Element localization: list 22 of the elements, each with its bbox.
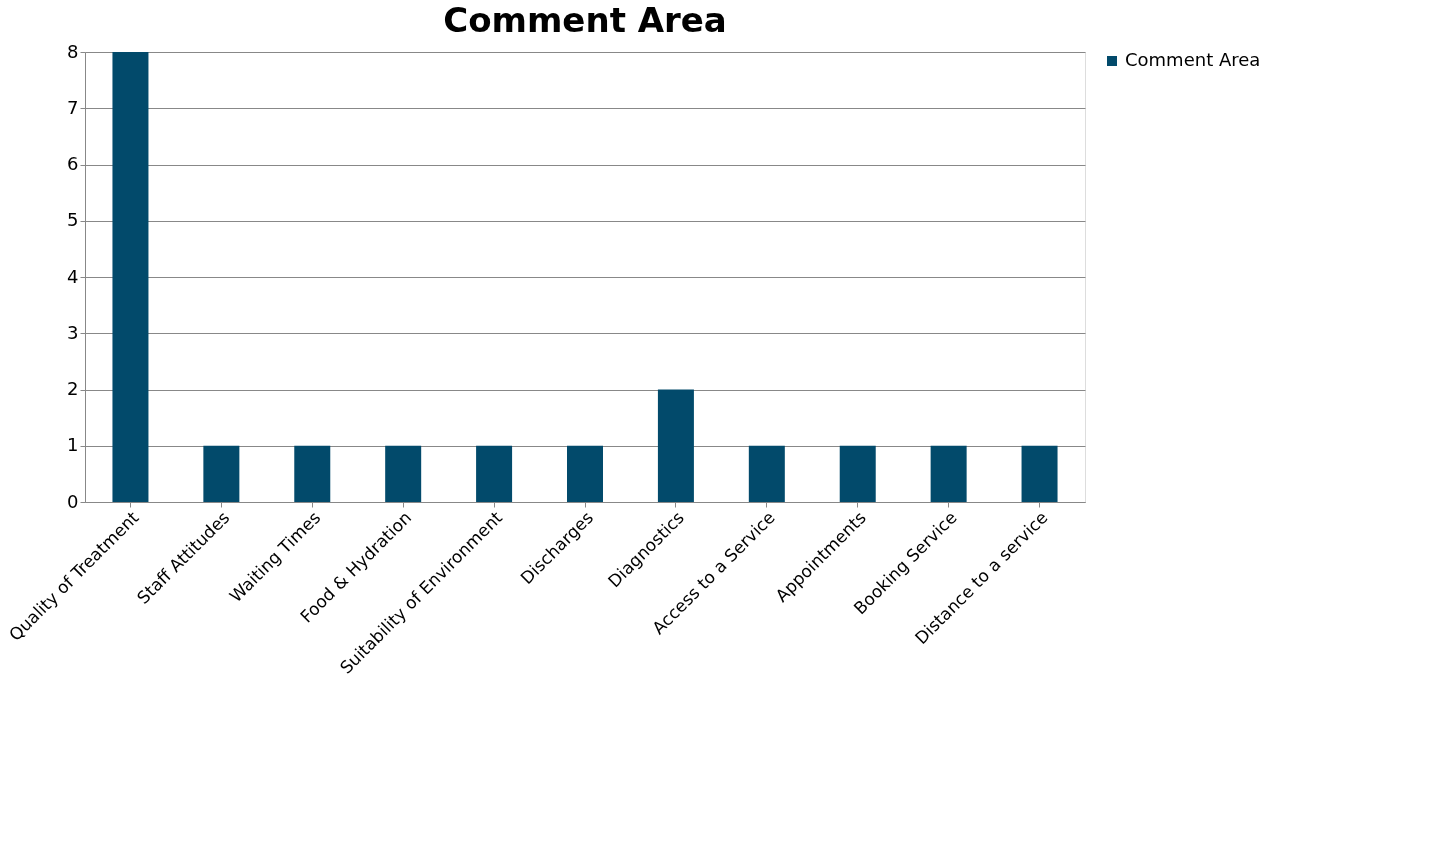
bar: [203, 445, 240, 502]
bar: [1021, 445, 1058, 502]
bar: [385, 445, 422, 502]
y-tick-label: 6: [67, 153, 79, 174]
bar: [476, 445, 513, 502]
bar: [112, 52, 149, 502]
y-tick-label: 3: [67, 321, 79, 343]
y-tick-label: 5: [67, 209, 79, 231]
bar: [294, 445, 331, 502]
y-tick-label: 1: [67, 434, 79, 456]
bar: [930, 445, 967, 502]
bar: [748, 445, 785, 502]
y-tick-label: 8: [67, 40, 79, 62]
legend-label: Comment Area: [1125, 49, 1261, 70]
bar: [567, 445, 603, 502]
chart-title: Comment Area: [443, 0, 727, 40]
bar: [839, 445, 876, 502]
y-tick-label: 4: [67, 265, 79, 287]
y-tick-label: 2: [67, 378, 79, 399]
bar: [657, 389, 694, 502]
y-tick-label: 7: [67, 96, 79, 118]
y-tick-label: 0: [67, 490, 79, 512]
